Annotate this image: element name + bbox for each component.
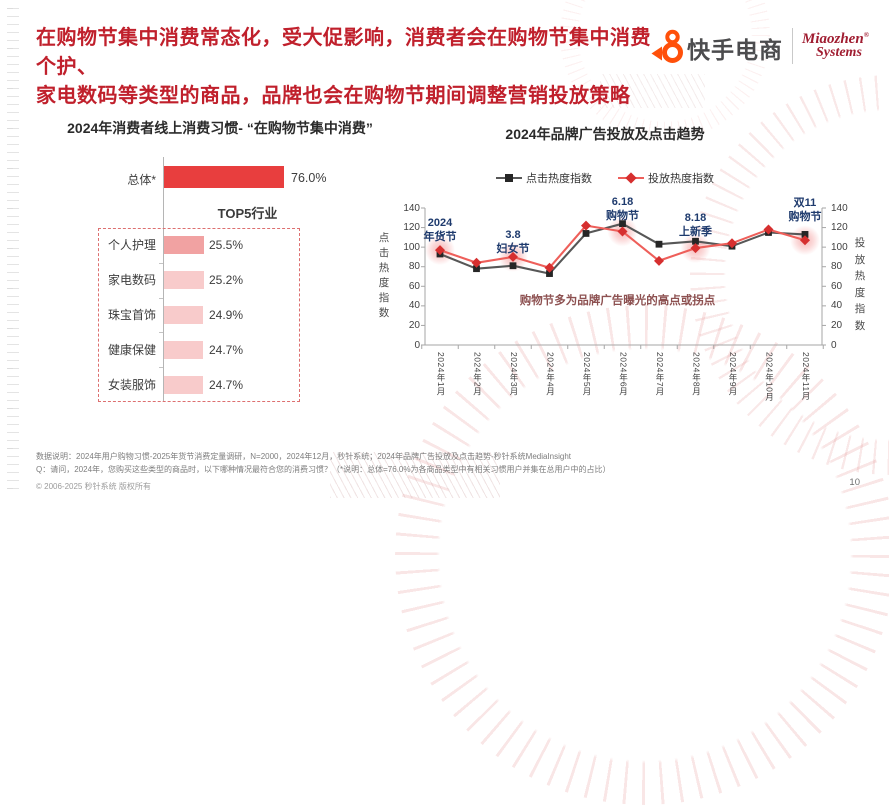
axis-tick bbox=[159, 332, 163, 334]
y-axis-tick-left: 60 bbox=[408, 280, 420, 292]
top5-row-bar bbox=[164, 340, 203, 359]
miaozhen-logo-line1: Miaozhen® bbox=[802, 31, 869, 47]
line-chart-note: 购物节多为品牌广告曝光的高点或拐点 bbox=[519, 295, 716, 307]
axis-tick bbox=[159, 297, 163, 299]
y-axis-tick-left: 40 bbox=[408, 300, 420, 312]
legend-item-click-index: 点击热度指数 bbox=[496, 170, 592, 186]
kuaishou-logo-text: 快手电商 bbox=[687, 37, 783, 63]
miaozhen-logo-line2: Systems bbox=[816, 45, 862, 60]
overall-bar-value: 76.0% bbox=[291, 171, 327, 185]
top5-row-label: 个人护理 bbox=[107, 238, 156, 253]
y-axis-title-left: 点 击 热 度 指 数 bbox=[378, 232, 390, 319]
legend-diamond-marker bbox=[625, 172, 637, 184]
top5-row-label: 女装服饰 bbox=[107, 377, 156, 392]
x-axis-tick-label: 2024年3月 bbox=[509, 352, 519, 397]
top5-row-bar bbox=[164, 375, 203, 394]
x-axis-tick-label: 2024年4月 bbox=[545, 352, 556, 397]
legend-label-launch-index: 投放热度指数 bbox=[648, 173, 714, 185]
top5-row-bar bbox=[164, 236, 205, 255]
y-axis-tick-right: 20 bbox=[831, 319, 843, 331]
festival-annotation: 双11 购物节 bbox=[788, 197, 822, 223]
top5-row-label: 家电数码 bbox=[107, 273, 156, 288]
line-chart-legend: 点击热度指数 投放热度指数 bbox=[455, 170, 755, 186]
hatch-decoration-bottom-left bbox=[330, 452, 500, 498]
y-axis-tick-right: 0 bbox=[831, 339, 837, 351]
page-number: 10 bbox=[849, 477, 860, 488]
legend-label-click-index: 点击热度指数 bbox=[526, 173, 592, 185]
overall-bar bbox=[164, 166, 284, 188]
top5-row-label: 健康保健 bbox=[107, 342, 156, 357]
axis-tick bbox=[159, 367, 163, 369]
miaozhen-logo: Miaozhen® Systems bbox=[802, 28, 880, 60]
footer-copyright: © 2006-2025 秒针系统 版权所有 bbox=[36, 482, 151, 491]
y-axis-tick-left: 20 bbox=[408, 319, 420, 331]
top5-row-value: 24.7% bbox=[209, 377, 244, 392]
top5-row-bar bbox=[164, 306, 204, 324]
x-axis-tick-label: 2024年7月 bbox=[655, 352, 665, 397]
overall-bar-label: 总体* bbox=[127, 173, 156, 187]
page-title-line2: 家电数码等类型的商品，品牌也会在购物节期间调整营销投放策略 bbox=[36, 85, 631, 107]
legend-item-launch-index: 投放热度指数 bbox=[618, 170, 714, 186]
left-ruler-decoration-major bbox=[7, 8, 13, 492]
y-axis-tick-left: 0 bbox=[414, 339, 420, 351]
top5-row-value: 24.7% bbox=[209, 342, 244, 357]
x-axis-tick-label: 2024年6月 bbox=[618, 352, 629, 397]
footer-note-line2: Q：请问，2024年，您购买这些类型的商品时，以下哪种情况最符合您的消费习惯？（… bbox=[36, 465, 611, 474]
y-axis-tick-right: 40 bbox=[831, 300, 843, 312]
page-title: 在购物节集中消费常态化，受大促影响，消费者会在购物节集中消费个护、 家电数码等类… bbox=[36, 24, 661, 111]
kuaishou-logo-icon bbox=[650, 29, 684, 63]
x-axis-tick-label: 2024年10月 bbox=[764, 352, 775, 402]
bar-chart-axis-line bbox=[163, 157, 164, 402]
bar-chart-title: 2024年消费者线上消费习惯- “在购物节集中消费” bbox=[67, 120, 373, 136]
legend-line-red bbox=[618, 172, 644, 184]
festival-annotation: 2024 年货节 bbox=[423, 217, 457, 243]
y-axis-tick-right: 100 bbox=[831, 241, 848, 253]
x-axis-tick-label: 2024年5月 bbox=[582, 352, 592, 397]
top5-row-label: 珠宝首饰 bbox=[107, 308, 156, 322]
x-axis-tick-label: 2024年2月 bbox=[472, 352, 483, 397]
y-axis-tick-right: 60 bbox=[831, 280, 843, 292]
top5-group-title: TOP5行业 bbox=[217, 206, 278, 221]
x-axis-tick-label: 2024年11月 bbox=[801, 352, 811, 401]
y-axis-tick-right: 120 bbox=[831, 222, 848, 234]
line-chart-plot bbox=[421, 207, 826, 349]
x-axis-tick-label: 2024年9月 bbox=[728, 352, 738, 397]
logo-divider bbox=[792, 28, 793, 64]
y-axis-tick-right: 140 bbox=[831, 202, 848, 214]
axis-tick bbox=[159, 262, 163, 264]
top5-row-bar bbox=[164, 271, 204, 290]
top5-row-value: 25.2% bbox=[209, 273, 244, 288]
y-axis-tick-left: 140 bbox=[403, 202, 420, 214]
y-axis-tick-left: 120 bbox=[403, 222, 420, 234]
legend-square-marker bbox=[505, 174, 513, 182]
legend-line-black bbox=[496, 174, 522, 182]
footer-note-line1: 数据说明：2024年用户购物习惯-2025年货节消费定量调研，N=2000，20… bbox=[36, 452, 572, 461]
y-axis-title-right: 投 放 热 度 指 数 bbox=[854, 237, 866, 332]
footer-notes: 数据说明：2024年用户购物习惯-2025年货节消费定量调研，N=2000，20… bbox=[36, 450, 796, 476]
festival-annotation: 8.18 上新季 bbox=[679, 212, 712, 238]
y-axis-tick-right: 80 bbox=[831, 261, 843, 273]
y-axis-tick-left: 80 bbox=[408, 261, 420, 273]
top5-dashed-box bbox=[98, 228, 300, 402]
y-axis-tick-left: 100 bbox=[403, 241, 420, 253]
x-axis-tick-label: 2024年8月 bbox=[691, 352, 702, 397]
top5-row-value: 24.9% bbox=[209, 308, 244, 322]
festival-annotation: 3.8 妇女节 bbox=[496, 229, 530, 255]
hatch-decoration-header bbox=[600, 74, 705, 108]
x-axis-tick-label: 2024年1月 bbox=[436, 352, 446, 397]
line-chart-title: 2024年品牌广告投放及点击趋势 bbox=[505, 126, 705, 142]
top5-row-value: 25.5% bbox=[209, 238, 244, 253]
page-title-line1: 在购物节集中消费常态化，受大促影响，消费者会在购物节集中消费个护、 bbox=[36, 27, 651, 78]
festival-annotation: 6.18 购物节 bbox=[606, 196, 639, 222]
